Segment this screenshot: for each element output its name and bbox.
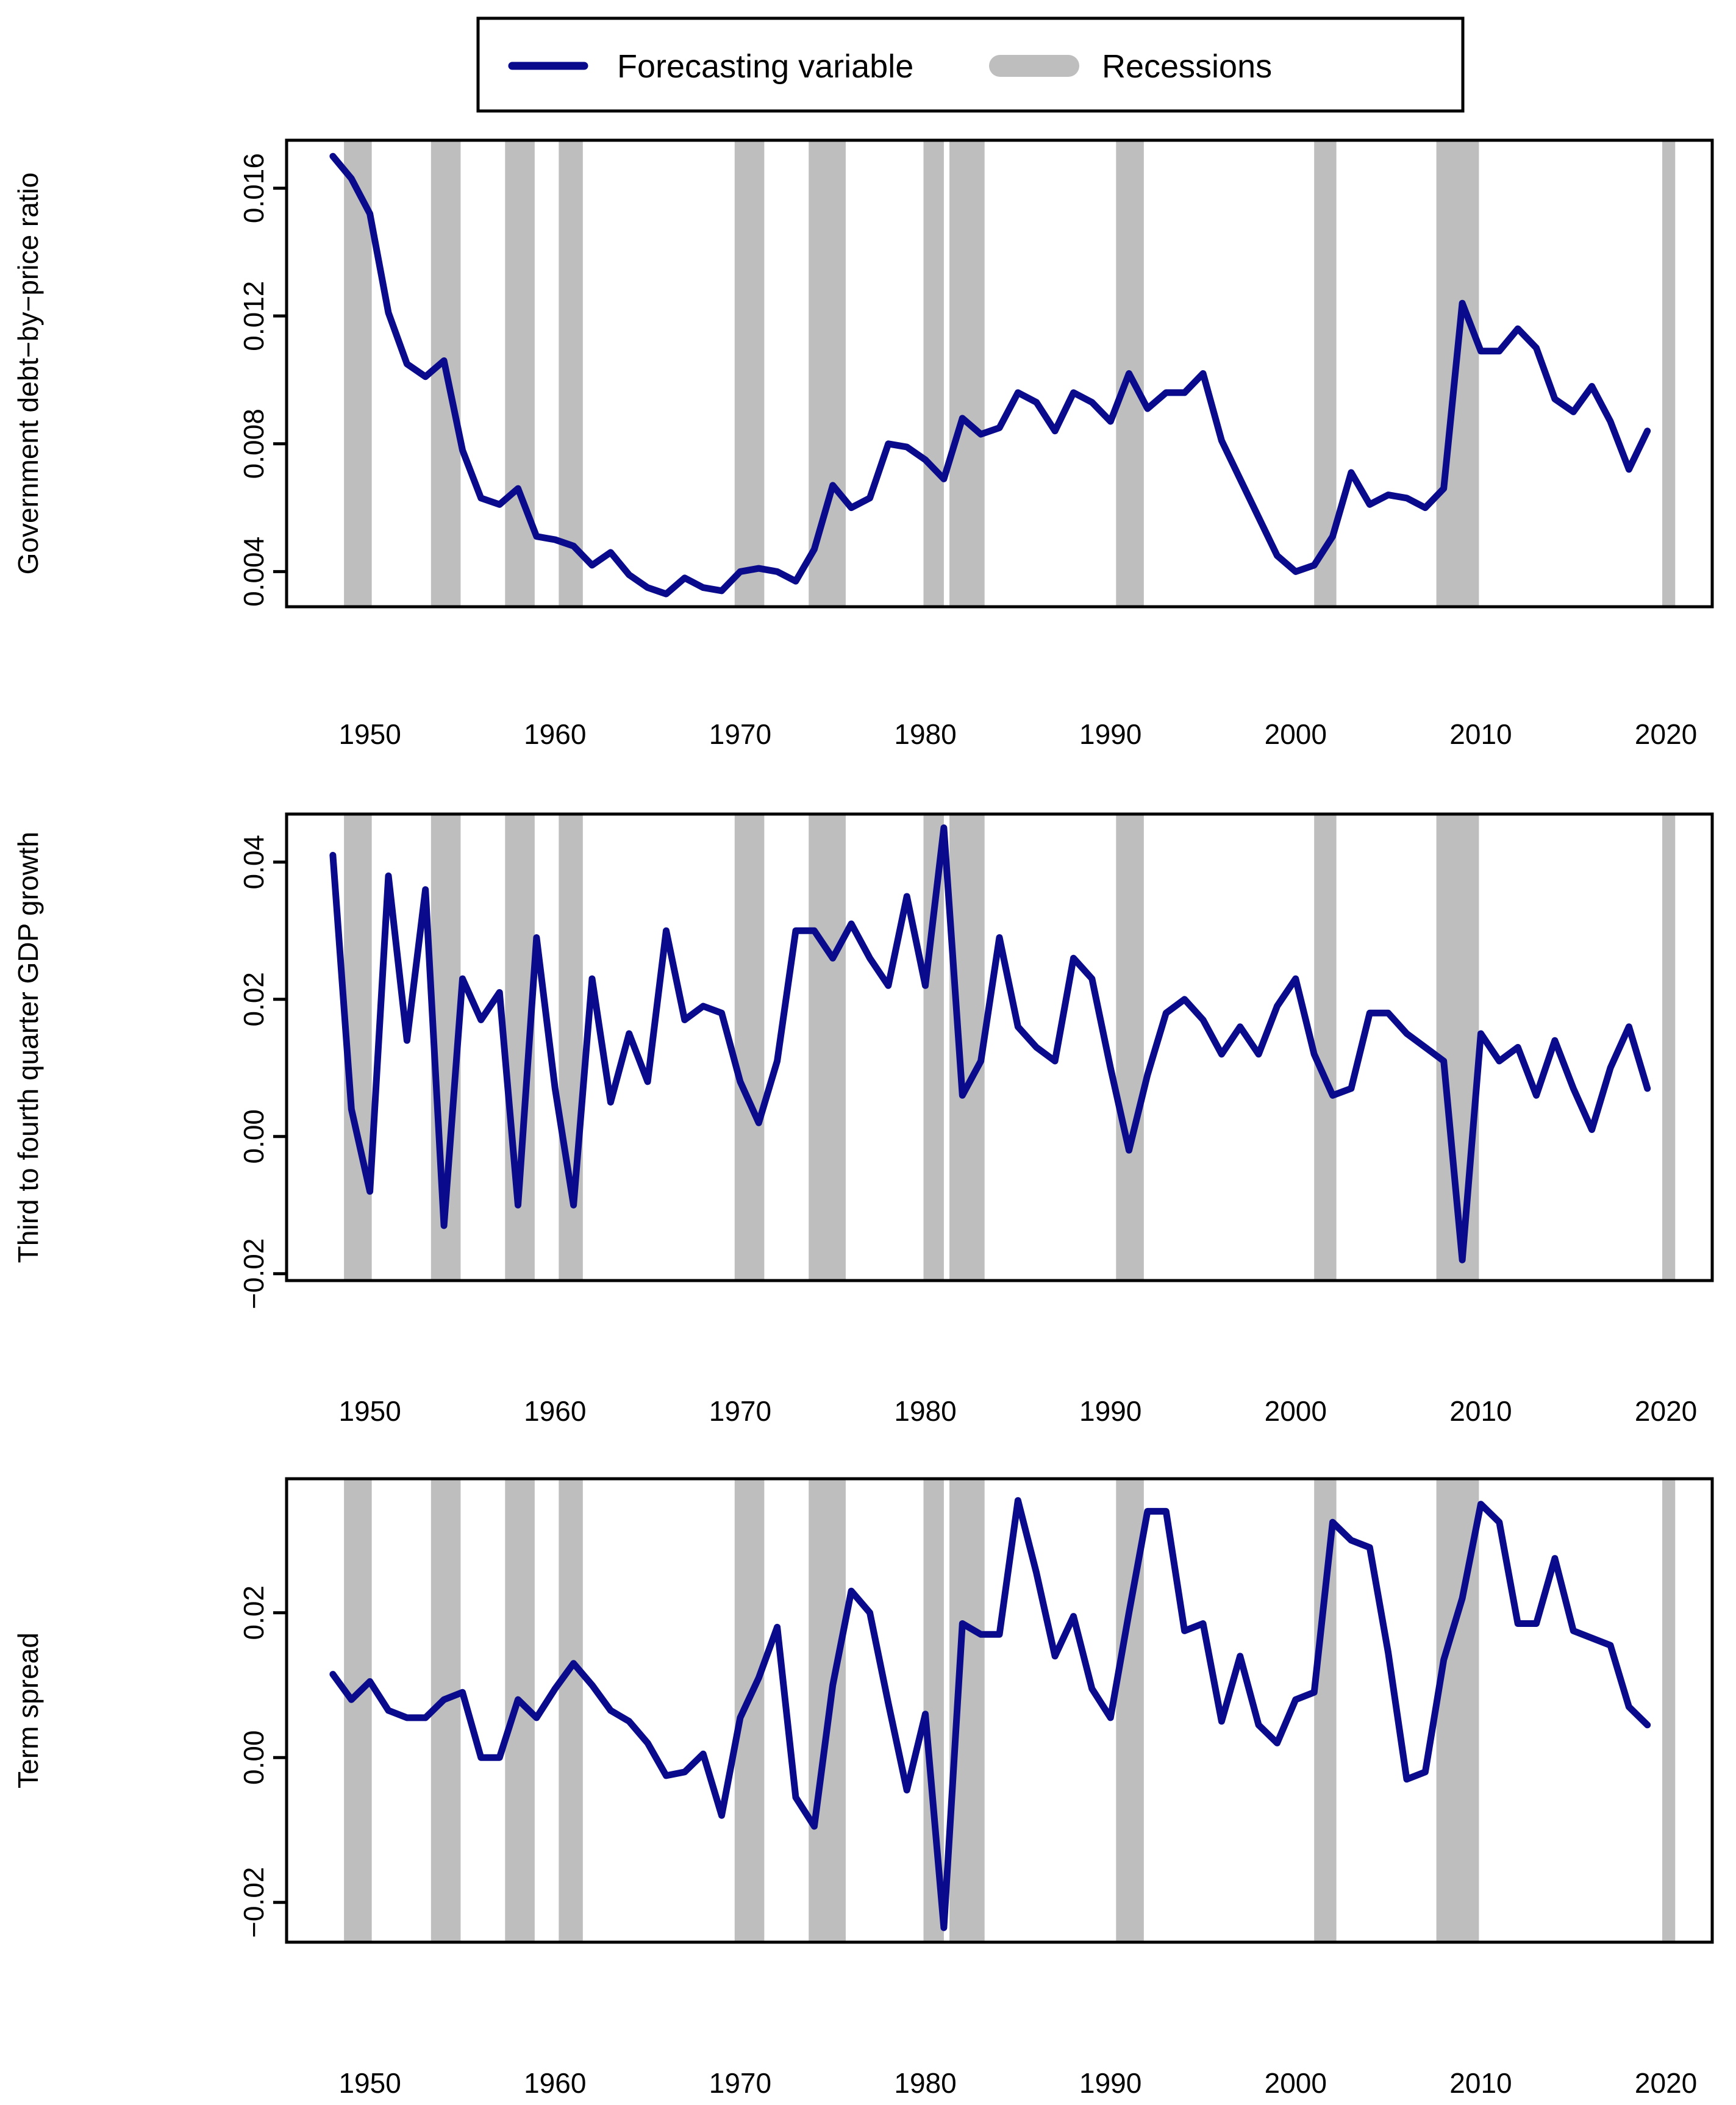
y-tick-label: 0.016 <box>238 153 270 223</box>
recession-band <box>505 140 535 607</box>
recession-bands <box>344 1479 1676 1942</box>
recession-band <box>1662 1479 1676 1942</box>
recession-band <box>559 814 583 1281</box>
x-tick-label: 1970 <box>709 718 771 750</box>
x-tick-label: 2000 <box>1265 718 1327 750</box>
plot-frame <box>285 138 1714 609</box>
x-tick-label: 2020 <box>1635 718 1697 750</box>
series-line-term-spread <box>329 1497 1651 1931</box>
x-tick-label: 1990 <box>1079 718 1141 750</box>
legend-series-label: Forecasting variable <box>617 48 913 85</box>
y-axis-title: Third to fourth quarter GDP growth <box>12 832 44 1263</box>
recession-band <box>949 140 985 607</box>
x-tick-label: 2010 <box>1449 2067 1512 2099</box>
plot-frame <box>285 1477 1714 1944</box>
panel-term-spread: −0.02 0.00 0.02 1950 1960 1970 1980 1990 2000 20… <box>12 1477 1714 2099</box>
recession-band <box>344 140 372 607</box>
recession-band <box>923 814 944 1281</box>
y-tick-label: 0.02 <box>238 972 270 1027</box>
x-tick-label: 1960 <box>524 2067 586 2099</box>
y-tick-label: 0.00 <box>238 1730 270 1785</box>
panel-gdp-growth: −0.02 0.00 0.02 0.04 1950 1960 1970 1980 1990 20… <box>12 812 1714 1427</box>
recession-band <box>949 814 985 1281</box>
recession-band <box>1662 814 1676 1281</box>
x-tick-label: 1980 <box>894 2067 956 2099</box>
y-axis-title: Government debt−by−price ratio <box>12 173 44 575</box>
y-tick-label: −0.02 <box>238 1867 270 1937</box>
y-tick-label: 0.02 <box>238 1585 270 1640</box>
series-line-debt-by-price <box>329 152 1651 598</box>
recession-band <box>1116 814 1144 1281</box>
y-tick-label: 0.008 <box>238 409 270 479</box>
recession-band <box>1314 814 1337 1281</box>
recession-band <box>734 814 765 1281</box>
x-tick-label: 1950 <box>338 2067 401 2099</box>
recession-band <box>923 140 944 607</box>
x-axis: 1950 1960 1970 1980 1990 2000 2010 2020 <box>338 2067 1697 2099</box>
x-tick-label: 1990 <box>1079 2067 1141 2099</box>
x-tick-label: 1950 <box>338 1395 401 1427</box>
legend-recession-label: Recessions <box>1102 48 1272 85</box>
x-tick-label: 2020 <box>1635 1395 1697 1427</box>
y-tick-label: 0.00 <box>238 1109 270 1164</box>
series-line-gdp-growth <box>329 824 1651 1263</box>
recession-band <box>809 814 846 1281</box>
x-tick-label: 1960 <box>524 1395 586 1427</box>
x-tick-label: 1960 <box>524 718 586 750</box>
x-tick-label: 1950 <box>338 718 401 750</box>
recession-bands <box>344 814 1676 1281</box>
y-axis: −0.02 0.00 0.02 0.04 <box>238 835 287 1309</box>
y-axis-title: Term spread <box>12 1632 44 1789</box>
legend: Forecasting variable Recessions <box>476 16 1465 113</box>
recession-band <box>734 1479 765 1942</box>
x-axis: 1950 1960 1970 1980 1990 2000 2010 2020 <box>338 718 1697 750</box>
panel-debt-by-price: 0.004 0.008 0.012 0.016 1950 1960 1970 1980 199… <box>12 138 1714 750</box>
x-tick-label: 2020 <box>1635 2067 1697 2099</box>
recession-band <box>1314 1479 1337 1942</box>
y-tick-label: 0.004 <box>238 537 270 607</box>
plot-frame <box>285 812 1714 1282</box>
recession-band <box>809 140 846 607</box>
x-tick-label: 1970 <box>709 1395 771 1427</box>
x-tick-label: 2000 <box>1265 2067 1327 2099</box>
y-tick-label: 0.04 <box>238 835 270 890</box>
legend-box <box>476 16 1465 113</box>
recession-band <box>559 140 583 607</box>
x-tick-label: 1980 <box>894 718 956 750</box>
x-tick-label: 2000 <box>1265 1395 1327 1427</box>
x-tick-label: 1970 <box>709 2067 771 2099</box>
recession-band <box>344 1479 372 1942</box>
x-tick-label: 2010 <box>1449 718 1512 750</box>
y-tick-label: 0.012 <box>238 281 270 351</box>
x-axis: 1950 1960 1970 1980 1990 2000 2010 2020 <box>338 1395 1697 1427</box>
y-axis: −0.02 0.00 0.02 <box>238 1585 287 1938</box>
x-tick-label: 1980 <box>894 1395 956 1427</box>
recession-band <box>559 1479 583 1942</box>
y-tick-label: −0.02 <box>238 1238 270 1309</box>
recession-band <box>1662 140 1676 607</box>
y-axis: 0.004 0.008 0.012 0.016 <box>238 153 287 607</box>
x-tick-label: 1990 <box>1079 1395 1141 1427</box>
x-tick-label: 2010 <box>1449 1395 1512 1427</box>
recession-band <box>734 140 765 607</box>
